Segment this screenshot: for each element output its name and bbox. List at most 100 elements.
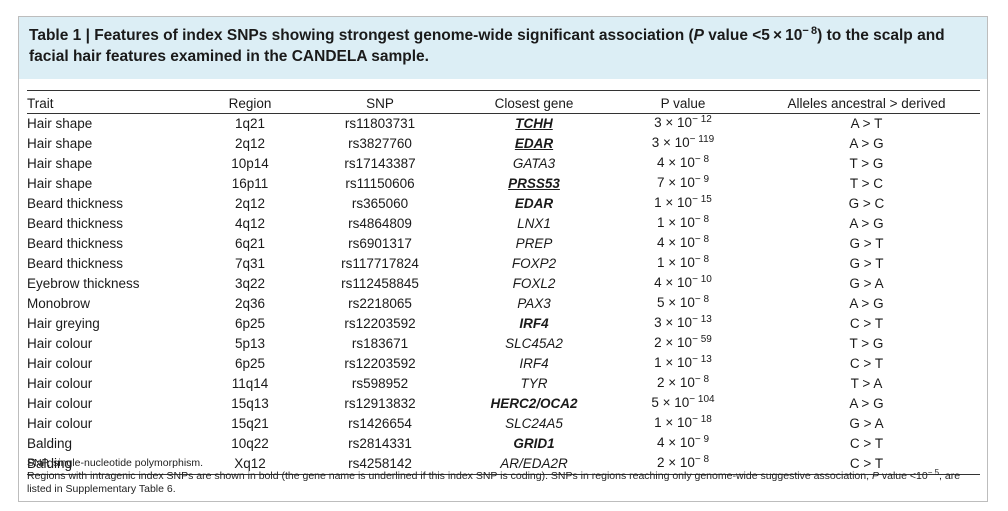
cell-snp: rs4864809 bbox=[348, 216, 412, 231]
table-row: Hair colour 5p13 rs183671 SLC45A2 2 × 10− 59… bbox=[27, 334, 980, 354]
p-value-exponent: − 12 bbox=[692, 114, 712, 125]
cell-snp: rs2814331 bbox=[348, 436, 412, 451]
cell-closest-gene: TYR bbox=[455, 374, 613, 394]
table-row: Balding 10q22 rs2814331 GRID1 4 × 10− 9 C > T bbox=[27, 434, 980, 454]
cell-alleles: A > G bbox=[849, 396, 884, 411]
table-row: Hair colour 15q21 rs1426654 SLC24A5 1 × 10− … bbox=[27, 414, 980, 434]
gene-name: PAX3 bbox=[517, 296, 551, 311]
cell-region: 5p13 bbox=[234, 336, 266, 351]
p-value-exponent: − 8 bbox=[694, 294, 710, 305]
cell-snp: rs1426654 bbox=[348, 416, 412, 431]
table-caption: Table 1 | Features of index SNPs showing… bbox=[19, 17, 987, 79]
table-row: Hair colour 6p25 rs12203592 IRF4 1 × 10− 13 C… bbox=[27, 354, 980, 374]
cell-trait: Monobrow bbox=[27, 296, 91, 311]
p-value-base: 2 × 10 bbox=[656, 375, 695, 390]
cell-region: 6p25 bbox=[234, 316, 266, 331]
gene-name: PREP bbox=[515, 236, 553, 251]
cell-closest-gene: FOXP2 bbox=[455, 254, 613, 274]
table-frame: Table 1 | Features of index SNPs showing… bbox=[18, 16, 988, 502]
cell-alleles: G > T bbox=[849, 256, 884, 271]
cell-snp: rs183671 bbox=[351, 336, 409, 351]
footnote-abbreviation: SNP, single-nucleotide polymorphism. bbox=[27, 457, 204, 469]
cell-closest-gene: EDAR bbox=[455, 134, 613, 154]
table-row: Hair shape 10p14 rs17143387 GATA3 4 × 10− 8 T… bbox=[27, 154, 980, 174]
p-value-base: 1 × 10 bbox=[656, 215, 695, 230]
cell-trait: Hair colour bbox=[27, 356, 93, 371]
p-value-exponent: − 8 bbox=[694, 234, 710, 245]
cell-region: 10q22 bbox=[231, 436, 269, 451]
cell-region: 11q14 bbox=[231, 376, 269, 391]
cell-trait: Hair shape bbox=[27, 116, 93, 131]
cell-trait: Hair shape bbox=[27, 176, 93, 191]
cell-p-value: 2 × 10− 59 bbox=[613, 334, 753, 354]
cell-snp: rs2218065 bbox=[348, 296, 412, 311]
cell-alleles: T > A bbox=[850, 376, 883, 391]
p-value-exponent: − 15 bbox=[692, 194, 712, 205]
cell-p-value: 5 × 10− 8 bbox=[613, 294, 753, 314]
cell-alleles: C > T bbox=[849, 436, 884, 451]
cell-trait: Hair colour bbox=[27, 416, 93, 431]
p-value-base: 1 × 10 bbox=[656, 255, 695, 270]
gene-name: FOXL2 bbox=[512, 276, 556, 291]
cell-closest-gene: SLC24A5 bbox=[455, 414, 613, 434]
cell-snp: rs117717824 bbox=[341, 256, 419, 271]
footnote-explanation: Regions with intragenic index SNPs are s… bbox=[27, 468, 979, 496]
cell-alleles: T > G bbox=[849, 336, 884, 351]
table-row: Hair shape 1q21 rs11803731 TCHH 3 × 10− 12 A … bbox=[27, 114, 980, 135]
cell-trait: Hair shape bbox=[27, 156, 93, 171]
cell-p-value: 1 × 10− 13 bbox=[613, 354, 753, 374]
p-value-exponent: − 8 bbox=[694, 254, 710, 265]
p-value-base: 4 × 10 bbox=[656, 435, 695, 450]
cell-region: 4q12 bbox=[234, 216, 266, 231]
cell-p-value: 2 × 10− 8 bbox=[613, 374, 753, 394]
footnote-text-a: Regions with intragenic index SNPs are s… bbox=[27, 470, 872, 482]
p-value-exponent: − 9 bbox=[694, 434, 710, 445]
cell-alleles: A > G bbox=[849, 296, 884, 311]
p-value-exponent: − 10 bbox=[692, 274, 712, 285]
p-value-base: 5 × 10 bbox=[651, 395, 690, 410]
table-row: Hair colour 11q14 rs598952 TYR 2 × 10− 8 T > … bbox=[27, 374, 980, 394]
gene-name: EDAR bbox=[514, 136, 554, 151]
cell-region: 1q21 bbox=[234, 116, 266, 131]
cell-closest-gene: GATA3 bbox=[455, 154, 613, 174]
p-value-exponent: − 8 bbox=[694, 214, 710, 225]
cell-trait: Hair greying bbox=[27, 316, 100, 331]
gene-name: TYR bbox=[520, 376, 548, 391]
footnote-exponent: − 5 bbox=[927, 468, 940, 477]
cell-trait: Balding bbox=[27, 436, 73, 451]
cell-alleles: G > T bbox=[849, 236, 884, 251]
cell-snp: rs112458845 bbox=[341, 276, 419, 291]
header-closest-gene: Closest gene bbox=[455, 90, 613, 114]
cell-trait: Beard thickness bbox=[27, 236, 124, 251]
caption-text: Table 1 | Features of index SNPs showing… bbox=[29, 27, 694, 44]
cell-trait: Balding bbox=[27, 454, 195, 475]
p-value-exponent: − 13 bbox=[692, 354, 712, 365]
p-value-base: 4 × 10 bbox=[656, 155, 695, 170]
cell-alleles: G > A bbox=[849, 276, 884, 291]
cell-p-value: 2 × 10− 8 bbox=[613, 454, 753, 475]
table-row: Beard thickness 6q21 rs6901317 PREP 4 × 10− … bbox=[27, 234, 980, 254]
p-value-exponent: − 8 bbox=[694, 454, 710, 465]
cell-p-value: 4 × 10− 10 bbox=[613, 274, 753, 294]
gene-name: AR/EDA2R bbox=[500, 456, 568, 471]
cell-closest-gene: HERC2/OCA2 bbox=[455, 394, 613, 414]
p-value-base: 5 × 10 bbox=[656, 295, 695, 310]
cell-region: 15q13 bbox=[231, 396, 269, 411]
cell-snp: rs598952 bbox=[351, 376, 409, 391]
cell-region: 6q21 bbox=[234, 236, 266, 251]
p-value-base: 2 × 10 bbox=[654, 335, 693, 350]
table-footnotes: SNP, single-nucleotide polymorphism. Reg… bbox=[27, 457, 979, 496]
cell-alleles: G > C bbox=[848, 196, 885, 211]
cell-snp: rs17143387 bbox=[344, 156, 416, 171]
caption-exponent: − 8 bbox=[802, 25, 818, 37]
p-value-base: 1 × 10 bbox=[654, 355, 693, 370]
p-value-exponent: − 13 bbox=[692, 314, 712, 325]
footnote-text-c: , are listed in Supplementary Table 6. bbox=[27, 470, 961, 495]
cell-region: 3q22 bbox=[234, 276, 266, 291]
cell-p-value: 3 × 10− 13 bbox=[613, 314, 753, 334]
table-row: Hair colour 15q13 rs12913832 HERC2/OCA2 5 × … bbox=[27, 394, 980, 414]
cell-alleles: T > C bbox=[849, 176, 884, 191]
cell-alleles: A > G bbox=[849, 216, 884, 231]
cell-p-value: 4 × 10− 9 bbox=[613, 434, 753, 454]
cell-closest-gene: SLC45A2 bbox=[455, 334, 613, 354]
